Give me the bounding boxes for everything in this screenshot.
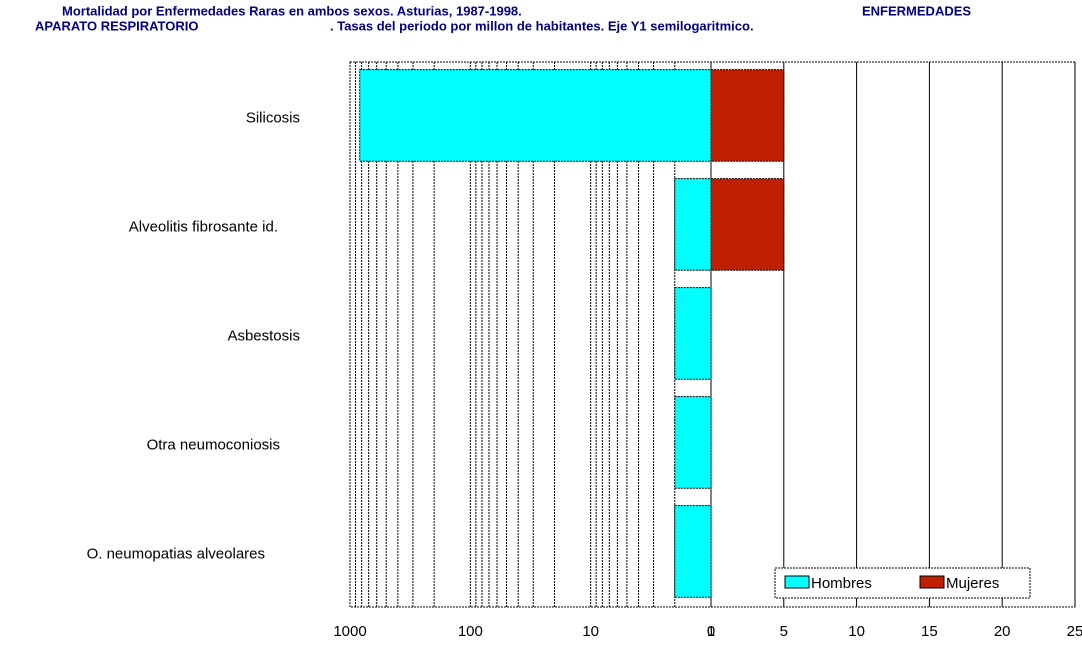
category-label: O. neumopatias alveolares: [87, 545, 265, 562]
x-tick-label: 25: [1067, 623, 1082, 640]
chart-title: ENFERMEDADES: [862, 3, 971, 18]
legend-label: Mujeres: [946, 575, 999, 592]
chart-title: APARATO RESPIRATORIO: [35, 18, 198, 33]
category-label: Otra neumoconiosis: [147, 436, 280, 453]
legend-label: Hombres: [811, 575, 872, 592]
chart-title: . Tasas del periodo por millon de habita…: [330, 18, 754, 33]
category-label: Asbestosis: [227, 327, 300, 344]
category-label: Silicosis: [246, 109, 300, 126]
legend-box: [774, 567, 1031, 599]
bar: [710, 178, 785, 271]
bar: [674, 287, 712, 380]
legend-swatch: [784, 575, 810, 589]
x-tick-label: 10: [848, 623, 865, 640]
bar: [674, 178, 712, 271]
x-tick-label: 1: [707, 623, 715, 640]
x-tick-label: 1000: [333, 623, 366, 640]
x-tick-label: 100: [458, 623, 483, 640]
bar: [359, 69, 712, 162]
x-tick-label: 20: [994, 623, 1011, 640]
x-tick-label: 5: [780, 623, 788, 640]
chart-title: Mortalidad por Enfermedades Raras en amb…: [62, 3, 522, 18]
category-label: Alveolitis fibrosante id.: [129, 218, 278, 235]
x-tick-label: 0: [707, 623, 715, 640]
bar: [674, 396, 712, 489]
x-tick-label: 15: [921, 623, 938, 640]
x-tick-label: 10: [582, 623, 599, 640]
legend-swatch: [919, 575, 945, 589]
bar: [674, 505, 712, 598]
bar: [710, 69, 785, 162]
